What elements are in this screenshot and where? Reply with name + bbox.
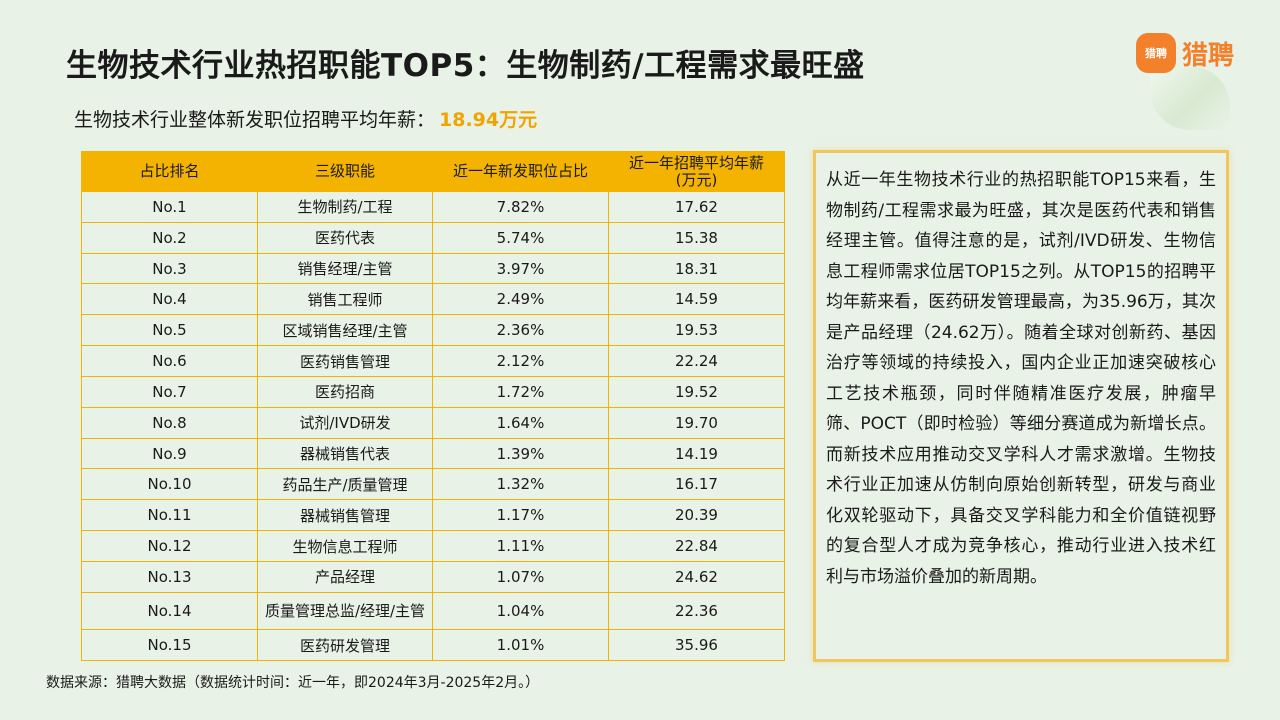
cell-salary: 19.52 [608,375,785,408]
cell-share: 5.74% [432,221,609,254]
cell-salary: 18.31 [608,252,785,285]
cell-share: 7.82% [432,191,609,223]
cell-share: 1.11% [432,530,609,562]
cell-share: 2.36% [432,314,609,347]
cell-share: 1.01% [432,629,609,661]
cell-salary: 15.38 [608,221,785,254]
table-row: No.14 质量管理总监/经理/主管 1.04% 22.36 [81,591,785,631]
cell-salary: 19.70 [608,406,785,439]
cell-share: 2.12% [432,345,609,377]
cell-function: 医药研发管理 [257,629,433,661]
average-salary-value: 18.94万元 [439,109,538,131]
analysis-text: 从近一年生物技术行业的热招职能TOP15来看，生物制药/工程需求最为旺盛，其次是… [826,170,1216,587]
cell-rank: No.3 [81,252,258,285]
cell-rank: No.2 [81,221,258,254]
logo-decoration [1150,66,1230,130]
cell-share: 2.49% [432,283,609,316]
cell-rank: No.13 [81,560,258,593]
table-row: No.1 生物制药/工程 7.82% 17.62 [81,191,785,223]
cell-rank: No.12 [81,530,258,562]
table-row: No.6 医药销售管理 2.12% 22.24 [81,345,785,377]
cell-function: 质量管理总监/经理/主管 [257,591,433,631]
cell-share: 1.32% [432,468,609,501]
cell-function: 生物信息工程师 [257,530,433,562]
cell-salary: 22.24 [608,345,785,377]
cell-rank: No.7 [81,375,258,408]
cell-share: 1.04% [432,591,609,631]
cell-salary: 14.19 [608,437,785,470]
table-row: No.13 产品经理 1.07% 24.62 [81,560,785,593]
cell-share: 1.07% [432,560,609,593]
cell-share: 1.72% [432,375,609,408]
liepin-logo-icon: 猎聘 [1136,33,1176,73]
top15-functions-table: 占比排名 三级职能 近一年新发职位占比 近一年招聘平均年薪 (万元) No.1 生… [81,151,785,661]
cell-function: 药品生产/质量管理 [257,468,433,501]
cell-share: 3.97% [432,252,609,285]
average-salary-line: 生物技术行业整体新发职位招聘平均年薪： 18.94万元 [74,105,537,132]
cell-function: 医药代表 [257,221,433,254]
cell-function: 产品经理 [257,560,433,593]
table-row: No.2 医药代表 5.74% 15.38 [81,221,785,254]
cell-share: 1.39% [432,437,609,470]
header-salary: 近一年招聘平均年薪 (万元) [608,151,785,192]
cell-salary: 22.84 [608,530,785,562]
page-title: 生物技术行业热招职能TOP5：生物制药/工程需求最旺盛 [66,48,865,84]
cell-function: 销售工程师 [257,283,433,316]
cell-rank: No.14 [81,591,258,631]
table-row: No.5 区域销售经理/主管 2.36% 19.53 [81,314,785,347]
liepin-logo: 猎聘 猎聘 [1136,33,1248,75]
cell-salary: 14.59 [608,283,785,316]
cell-function: 销售经理/主管 [257,252,433,285]
cell-rank: No.10 [81,468,258,501]
cell-salary: 16.17 [608,468,785,501]
table-row: No.15 医药研发管理 1.01% 35.96 [81,629,785,661]
cell-rank: No.9 [81,437,258,470]
table-row: No.4 销售工程师 2.49% 14.59 [81,283,785,316]
cell-function: 医药销售管理 [257,345,433,377]
cell-salary: 20.39 [608,499,785,532]
cell-rank: No.8 [81,406,258,439]
table-header-row: 占比排名 三级职能 近一年新发职位占比 近一年招聘平均年薪 (万元) [81,151,785,192]
cell-rank: No.5 [81,314,258,347]
cell-share: 1.17% [432,499,609,532]
liepin-logo-text: 猎聘 [1182,41,1235,71]
table-body: No.1 生物制药/工程 7.82% 17.62 No.2 医药代表 5.74% 15.38 N… [81,191,785,661]
cell-share: 1.64% [432,406,609,439]
average-salary-label: 生物技术行业整体新发职位招聘平均年薪： [74,109,436,131]
cell-function: 区域销售经理/主管 [257,314,433,347]
table-row: No.7 医药招商 1.72% 19.52 [81,375,785,408]
cell-function: 医药招商 [257,375,433,408]
cell-salary: 22.36 [608,591,785,631]
data-source-note: 数据来源：猎聘大数据（数据统计时间：近一年，即2024年3月-2025年2月。） [46,675,540,691]
cell-salary: 19.53 [608,314,785,347]
table-row: No.10 药品生产/质量管理 1.32% 16.17 [81,468,785,501]
table-row: No.3 销售经理/主管 3.97% 18.31 [81,252,785,285]
cell-function: 器械销售管理 [257,499,433,532]
header-function: 三级职能 [257,151,433,192]
cell-rank: No.15 [81,629,258,661]
table-row: No.11 器械销售管理 1.17% 20.39 [81,499,785,532]
analysis-text-box: 从近一年生物技术行业的热招职能TOP15来看，生物制药/工程需求最为旺盛，其次是… [813,150,1229,662]
cell-function: 生物制药/工程 [257,191,433,223]
table-row: No.9 器械销售代表 1.39% 14.19 [81,437,785,470]
cell-salary: 35.96 [608,629,785,661]
cell-rank: No.6 [81,345,258,377]
table-row: No.12 生物信息工程师 1.11% 22.84 [81,530,785,562]
cell-function: 试剂/IVD研发 [257,406,433,439]
header-share: 近一年新发职位占比 [432,151,609,192]
header-salary-text: 近一年招聘平均年薪 (万元) [628,153,764,189]
cell-rank: No.11 [81,499,258,532]
header-rank: 占比排名 [81,151,258,192]
cell-rank: No.4 [81,283,258,316]
cell-salary: 17.62 [608,191,785,223]
cell-salary: 24.62 [608,560,785,593]
cell-rank: No.1 [81,191,258,223]
table-row: No.8 试剂/IVD研发 1.64% 19.70 [81,406,785,439]
cell-function: 器械销售代表 [257,437,433,470]
